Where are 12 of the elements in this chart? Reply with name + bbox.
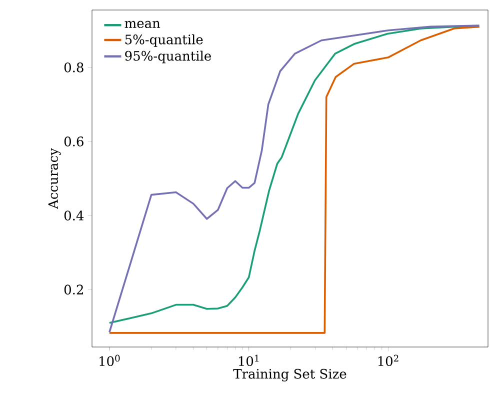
y-tick-label: 0.4: [64, 210, 84, 220]
y-axis-title: Accuracy: [48, 148, 61, 210]
y-tick-label: 0.8: [64, 62, 84, 72]
legend-label: mean: [124, 20, 160, 28]
x-tick-label: 10$^{0}$: [100, 354, 120, 366]
y-tick-label: 0.2: [64, 284, 83, 295]
legend-label: 95%-quantile: [125, 50, 211, 64]
x-tick-label: 10$^{1}$: [238, 354, 258, 366]
y-tick-label: 0.6: [64, 136, 84, 146]
legend-label: 5%-quantile: [125, 34, 203, 47]
x-axis-title: Training Set Size: [233, 368, 346, 382]
x-tick-label: 10$^{2}$: [378, 354, 398, 366]
